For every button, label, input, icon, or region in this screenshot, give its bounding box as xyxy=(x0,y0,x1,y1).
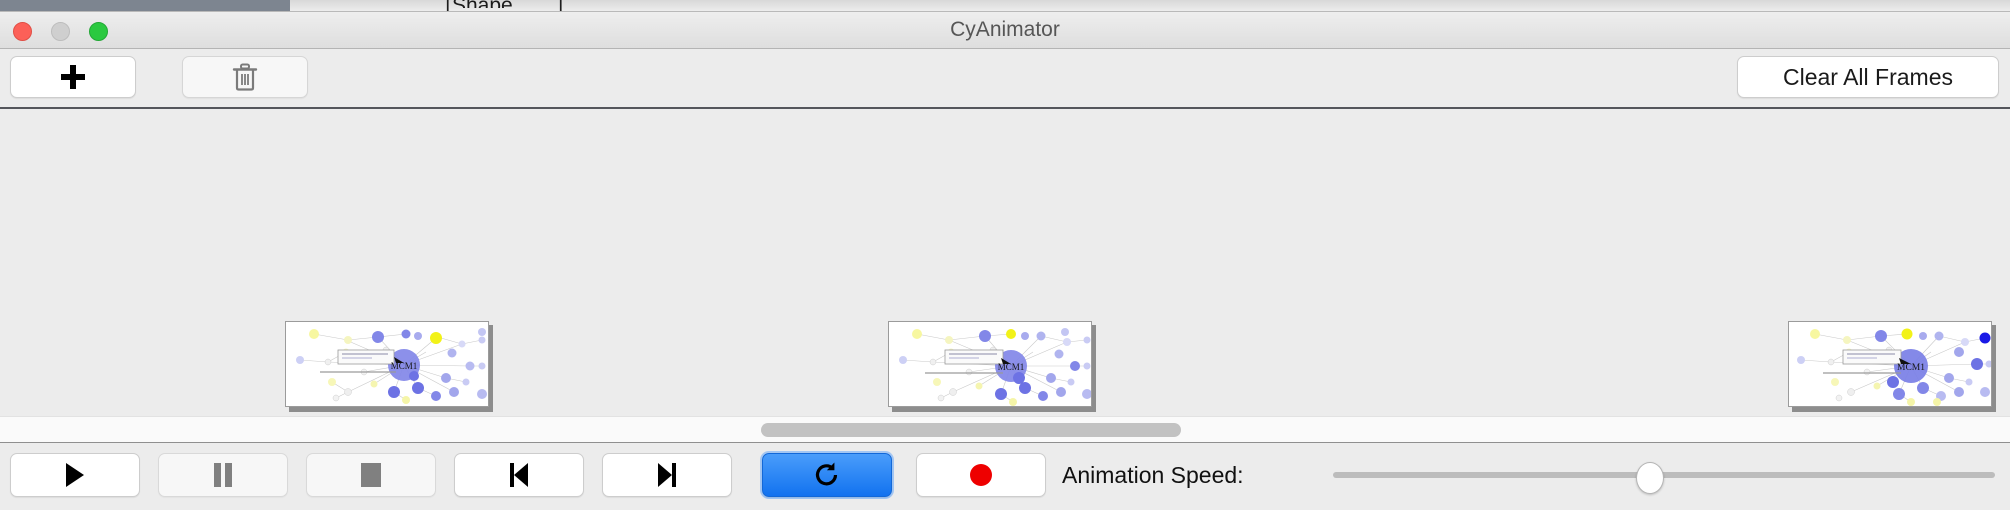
stop-icon xyxy=(361,463,381,487)
delete-frame-button[interactable] xyxy=(182,56,308,98)
background-window-strip: | | Shape xyxy=(0,0,2010,12)
loop-icon xyxy=(815,462,838,486)
slider-thumb[interactable] xyxy=(1636,462,1664,494)
clear-all-frames-label: Clear All Frames xyxy=(1783,63,1953,90)
stop-button[interactable] xyxy=(306,453,436,497)
background-window-divider xyxy=(0,11,2010,12)
frame-thumbnail: MCM1 xyxy=(888,321,1092,407)
skip-back-icon xyxy=(510,463,528,487)
minimize-button[interactable] xyxy=(51,22,70,41)
background-window-shape-label: Shape xyxy=(452,0,513,8)
timeline-frame-2[interactable]: MCM1 xyxy=(888,321,1096,412)
frame-thumbnail: MCM1 xyxy=(1788,321,1992,407)
timeline-frame-3[interactable]: MCM1 xyxy=(1788,321,1996,412)
frame-thumbnail: MCM1 xyxy=(285,321,489,407)
scrollbar-thumb[interactable] xyxy=(761,423,1181,437)
add-frame-button[interactable] xyxy=(10,56,136,98)
pause-icon xyxy=(214,463,232,487)
svg-text:MCM1: MCM1 xyxy=(1897,363,1925,373)
record-button[interactable] xyxy=(916,453,1046,497)
record-icon xyxy=(970,464,992,486)
background-window-dark-bar xyxy=(0,0,290,12)
timeline-frame-1[interactable]: MCM1 xyxy=(285,321,493,412)
timeline-scrollbar[interactable] xyxy=(0,416,2010,443)
title-bar: CyAnimator xyxy=(0,12,2010,49)
play-button[interactable] xyxy=(10,453,140,497)
skip-forward-icon xyxy=(658,463,676,487)
playback-bar: Animation Speed: xyxy=(0,444,2010,510)
maximize-button[interactable] xyxy=(89,22,108,41)
window-title: CyAnimator xyxy=(950,18,1060,41)
close-button[interactable] xyxy=(13,22,32,41)
animation-speed-label: Animation Speed: xyxy=(1062,462,1244,488)
pause-button[interactable] xyxy=(158,453,288,497)
loop-button[interactable] xyxy=(762,453,892,497)
trash-icon xyxy=(232,63,258,91)
timeline-panel[interactable]: MCM1 xyxy=(0,109,2010,412)
next-frame-button[interactable] xyxy=(602,453,732,497)
svg-text:MCM1: MCM1 xyxy=(998,362,1025,372)
animation-speed-slider[interactable] xyxy=(1333,453,1995,497)
frame-toolbar: Clear All Frames xyxy=(0,49,2010,108)
svg-text:MCM1: MCM1 xyxy=(391,361,418,371)
play-icon xyxy=(66,463,84,487)
plus-icon xyxy=(61,65,85,89)
toolbar-divider xyxy=(0,107,2010,109)
previous-frame-button[interactable] xyxy=(454,453,584,497)
slider-track[interactable] xyxy=(1333,472,1995,478)
clear-all-frames-button[interactable]: Clear All Frames xyxy=(1737,56,1999,98)
